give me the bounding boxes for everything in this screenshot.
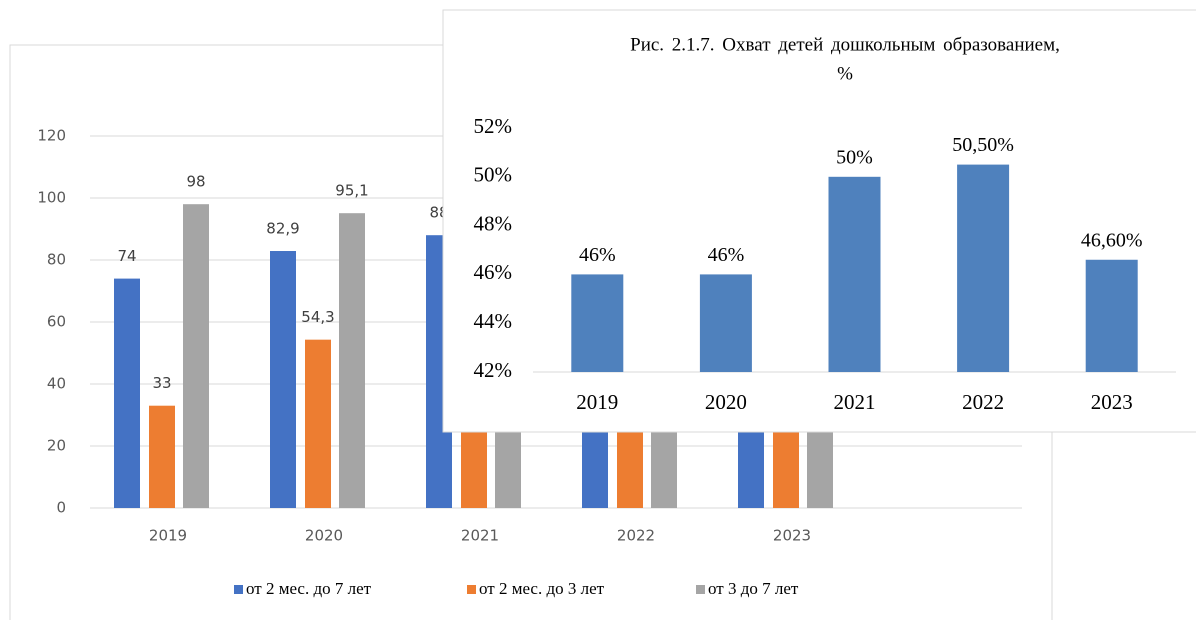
- y-tick-label: 42%: [474, 358, 513, 382]
- legend-label: от 3 до 7 лет: [708, 579, 799, 598]
- data-label: 46%: [579, 244, 616, 266]
- legend-label: от 2 мес. до 7 лет: [246, 579, 372, 598]
- data-label: 46%: [708, 244, 745, 266]
- y-tick-label: 46%: [474, 260, 513, 284]
- x-tick-label: 2020: [305, 527, 343, 545]
- chart-frame: [442, 9, 1196, 433]
- chart-subtitle: %: [837, 63, 853, 84]
- data-label: 46,60%: [1081, 229, 1143, 251]
- y-tick-label: 40: [47, 375, 66, 393]
- bar: [339, 213, 365, 508]
- bar: [699, 274, 752, 372]
- y-tick-label: 48%: [474, 211, 513, 235]
- chart-title: Рис. 2.1.7. Охват детей дошкольным образ…: [630, 34, 1060, 55]
- bar: [828, 176, 881, 372]
- data-label: 50,50%: [952, 134, 1014, 156]
- x-tick-label: 2019: [576, 390, 618, 414]
- bar: [114, 278, 140, 508]
- data-label: 74: [117, 247, 136, 265]
- legend-swatch: [234, 585, 243, 594]
- y-tick-label: 120: [37, 127, 66, 145]
- y-tick-label: 44%: [474, 309, 513, 333]
- data-label: 98: [186, 173, 205, 191]
- data-label: 50%: [836, 146, 873, 168]
- bar: [571, 274, 624, 372]
- y-tick-label: 52%: [474, 114, 513, 138]
- x-tick-label: 2023: [773, 527, 811, 545]
- legend-swatch: [467, 585, 476, 594]
- data-label: 54,3: [301, 308, 334, 326]
- x-tick-label: 2019: [149, 527, 187, 545]
- x-tick-label: 2023: [1091, 390, 1133, 414]
- x-tick-label: 2020: [705, 390, 747, 414]
- bar: [270, 251, 296, 508]
- y-tick-label: 20: [47, 437, 66, 455]
- bar: [183, 204, 209, 508]
- x-tick-label: 2021: [461, 527, 499, 545]
- bar: [305, 339, 331, 508]
- y-tick-label: 100: [37, 189, 66, 207]
- data-label: 95,1: [335, 182, 368, 200]
- y-tick-label: 80: [47, 251, 66, 269]
- data-label: 82,9: [266, 220, 299, 238]
- data-label: 33: [152, 374, 171, 392]
- y-tick-label: 60: [47, 313, 66, 331]
- x-tick-label: 2022: [617, 527, 655, 545]
- y-tick-label: 50%: [474, 163, 513, 187]
- x-tick-label: 2021: [834, 390, 876, 414]
- y-tick-label: 0: [56, 499, 66, 517]
- bar: [957, 164, 1010, 372]
- legend-swatch: [696, 585, 705, 594]
- legend-label: от 2 мес. до 3 лет: [479, 579, 605, 598]
- bar: [149, 405, 175, 508]
- bar: [1085, 259, 1138, 372]
- x-tick-label: 2022: [962, 390, 1004, 414]
